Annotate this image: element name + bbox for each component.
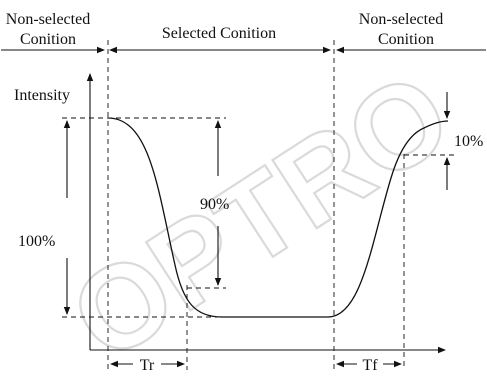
nonselected-left-label-line2: Conition	[20, 31, 76, 48]
watermark-text: OPTRO	[49, 47, 473, 383]
ninety-percent-label: 90%	[200, 196, 229, 213]
watermark: OPTRO	[48, 46, 474, 383]
tf-label: Tf	[362, 357, 378, 374]
tr-label: Tr	[140, 357, 155, 374]
selected-condition-label: Selected Conition	[162, 25, 276, 42]
nonselected-right-label-line2: Conition	[378, 31, 434, 48]
nonselected-left-label-line1: Non-selected	[6, 11, 90, 28]
ten-percent-label: 10%	[454, 133, 483, 150]
hundred-percent-label: 100%	[18, 233, 55, 250]
nonselected-right-label-line1: Non-selected	[359, 11, 443, 28]
intensity-curve	[107, 117, 449, 318]
intensity-axis-label: Intensity	[14, 87, 70, 104]
